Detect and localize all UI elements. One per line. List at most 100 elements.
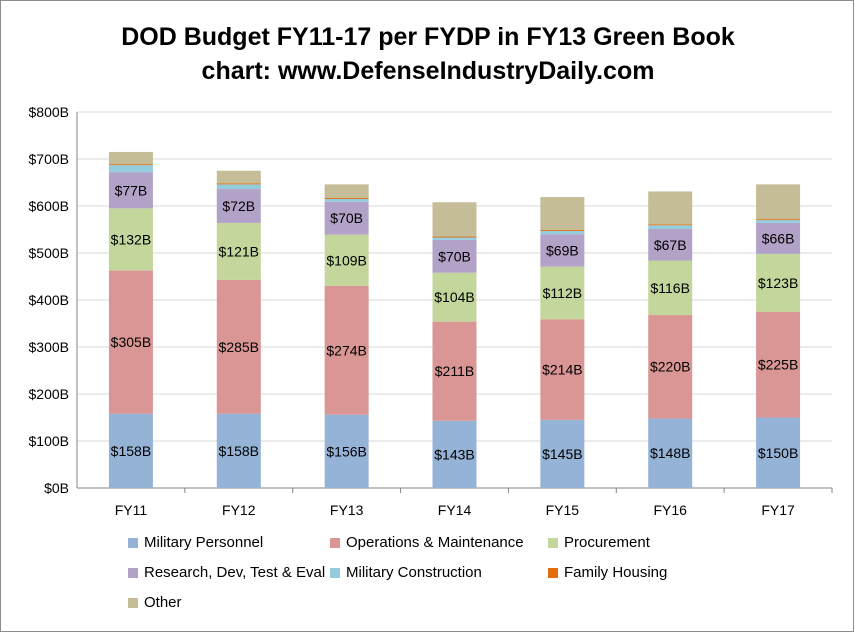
data-label: $220B bbox=[650, 359, 690, 375]
bar-segment bbox=[216, 279, 261, 414]
legend-item: Research, Dev, Test & Eval bbox=[128, 564, 325, 581]
chart-title: DOD Budget FY11-17 per FYDP in FY13 Gree… bbox=[0, 20, 856, 88]
x-tick-label: FY14 bbox=[438, 502, 472, 518]
legend-swatch bbox=[128, 537, 138, 548]
y-tick-label: $600B bbox=[29, 198, 69, 214]
legend-item: Operations & Maintenance bbox=[330, 534, 524, 551]
bar-segment bbox=[324, 198, 369, 199]
bar-segment bbox=[648, 224, 693, 226]
data-label: $70B bbox=[330, 210, 363, 226]
legend-label: Family Housing bbox=[564, 564, 668, 581]
legend-label: Other bbox=[144, 594, 182, 611]
data-label: $109B bbox=[326, 252, 366, 268]
data-label: $112B bbox=[543, 285, 582, 301]
legend-swatch bbox=[330, 567, 340, 578]
bar-segment bbox=[216, 189, 261, 223]
data-label: $158B bbox=[111, 443, 151, 459]
bar-segment bbox=[216, 413, 261, 488]
legend-swatch bbox=[548, 537, 558, 548]
bar-segment bbox=[648, 260, 693, 316]
data-label: $285B bbox=[219, 339, 259, 355]
bar-segment bbox=[108, 270, 153, 414]
legend-item: Procurement bbox=[548, 534, 650, 551]
bar-segment bbox=[756, 220, 801, 223]
legend-item: Military Construction bbox=[330, 564, 482, 581]
bar-segment bbox=[540, 319, 585, 420]
bar-segment bbox=[216, 183, 261, 185]
bar-segment bbox=[108, 151, 153, 165]
bar-segment bbox=[432, 236, 477, 238]
data-label: $132B bbox=[111, 231, 151, 247]
bar-segment bbox=[432, 420, 477, 488]
data-label: $70B bbox=[438, 248, 471, 264]
x-tick-label: FY15 bbox=[546, 502, 580, 518]
bar-segment bbox=[648, 225, 693, 230]
bar-segment bbox=[540, 419, 585, 488]
data-label: $77B bbox=[115, 182, 148, 198]
chart-title-line2: chart: www.DefenseIndustryDaily.com bbox=[201, 57, 655, 85]
legend-item: Military Personnel bbox=[128, 534, 263, 551]
data-label: $72B bbox=[222, 198, 255, 214]
bar-segment bbox=[432, 202, 477, 237]
bar-segment bbox=[756, 222, 801, 254]
bar-segment bbox=[216, 222, 261, 280]
x-tick-label: FY13 bbox=[330, 502, 364, 518]
y-tick-label: $100B bbox=[29, 433, 69, 449]
bar-segment bbox=[540, 266, 585, 320]
y-tick-label: $0B bbox=[44, 480, 69, 496]
data-label: $67B bbox=[654, 237, 687, 253]
data-label: $145B bbox=[542, 446, 582, 462]
y-tick-label: $300B bbox=[29, 339, 69, 355]
data-label: $305B bbox=[111, 334, 151, 350]
data-label: $121B bbox=[219, 243, 259, 259]
chart-title-line1: DOD Budget FY11-17 per FYDP in FY13 Gree… bbox=[121, 23, 735, 51]
bar-segment bbox=[324, 234, 369, 286]
y-tick-label: $400B bbox=[29, 292, 69, 308]
legend-item: Other bbox=[128, 594, 182, 611]
data-label: $211B bbox=[435, 363, 474, 379]
bar-segment bbox=[432, 272, 477, 322]
data-label: $116B bbox=[650, 280, 689, 296]
x-tick-label: FY16 bbox=[653, 502, 687, 518]
bar-segment bbox=[540, 229, 585, 231]
bar-segment bbox=[108, 165, 153, 173]
bar-segment bbox=[432, 321, 477, 421]
legend-label: Operations & Maintenance bbox=[346, 534, 524, 551]
bar-segment bbox=[216, 170, 261, 184]
bar-segment bbox=[540, 197, 585, 230]
bar-segment bbox=[432, 239, 477, 273]
data-label: $69B bbox=[546, 242, 579, 258]
bar-segment bbox=[756, 184, 801, 220]
data-label: $156B bbox=[326, 443, 366, 459]
bar-segment bbox=[648, 191, 693, 225]
bar-segment bbox=[324, 414, 369, 488]
bar-segment bbox=[216, 184, 261, 190]
bar-segment bbox=[756, 417, 801, 488]
legend-label: Military Personnel bbox=[144, 534, 264, 551]
legend-swatch bbox=[330, 537, 340, 548]
data-label: $123B bbox=[758, 275, 798, 291]
bar-segment bbox=[324, 201, 369, 235]
data-label: $214B bbox=[542, 362, 582, 378]
y-tick-label: $700B bbox=[29, 151, 69, 167]
data-label: $225B bbox=[758, 357, 798, 373]
data-label: $66B bbox=[762, 230, 795, 246]
bar-segment bbox=[540, 234, 585, 267]
bar-segment bbox=[756, 219, 801, 221]
bar-segment bbox=[648, 229, 693, 261]
bar-segment bbox=[432, 237, 477, 240]
y-tick-label: $200B bbox=[29, 386, 69, 402]
x-tick-label: FY12 bbox=[222, 502, 256, 518]
data-label: $143B bbox=[434, 446, 474, 462]
bar-segment bbox=[108, 172, 153, 209]
legend-label: Research, Dev, Test & Eval bbox=[144, 564, 326, 581]
bar-segment bbox=[540, 230, 585, 235]
bar-segment bbox=[108, 164, 153, 166]
legend-item: Family Housing bbox=[548, 564, 667, 581]
x-tick-label: FY11 bbox=[115, 502, 148, 518]
data-label: $148B bbox=[650, 445, 690, 461]
bar-segment bbox=[756, 311, 801, 418]
legend-swatch bbox=[128, 597, 138, 608]
bar-segment bbox=[108, 413, 153, 488]
data-label: $150B bbox=[758, 445, 798, 461]
